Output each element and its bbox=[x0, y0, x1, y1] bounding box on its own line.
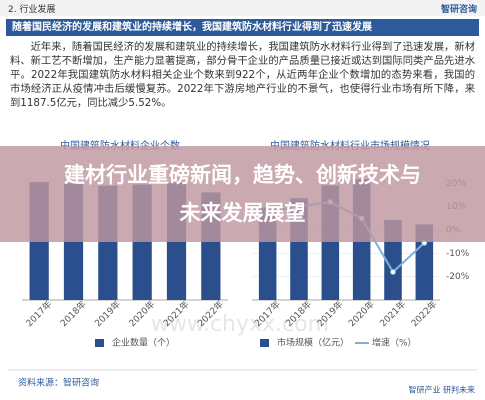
section: 2. 行业发展 bbox=[8, 5, 56, 15]
legend-swatch bbox=[95, 339, 104, 347]
bar bbox=[415, 224, 434, 300]
x-tick-label: 2022年 bbox=[408, 298, 439, 329]
logo: 智研咨询 bbox=[440, 5, 477, 15]
x-tick-label: 2018年 bbox=[58, 298, 89, 329]
x-tick-label: 2019年 bbox=[92, 298, 123, 329]
legend-label: 增速（%） bbox=[372, 337, 417, 349]
source: 资料来源：智研咨询 bbox=[18, 377, 99, 389]
brand: 智研产业 研判未来 bbox=[408, 385, 475, 395]
legend-swatch bbox=[260, 339, 269, 347]
x-tick-label: 2017年 bbox=[23, 298, 54, 329]
headline: 建材行业重磅新闻，趋势、创新技术与未来发展展望 bbox=[0, 146, 485, 242]
header: 2. 行业发展 智研咨询 bbox=[0, 0, 485, 16]
legend-label: 市场规模（亿元） bbox=[277, 337, 349, 349]
y2-tick-label: -20% bbox=[446, 272, 470, 282]
growth-point bbox=[390, 269, 396, 275]
legend-label: 企业数量（个） bbox=[112, 337, 175, 349]
x-tick-label: 2021年 bbox=[377, 298, 408, 329]
watermark: www.chyxx.com bbox=[151, 312, 329, 337]
x-tick-label: 2020年 bbox=[346, 298, 377, 329]
subheading: 随着国民经济的发展和建筑业的持续增长，我国建筑防水材料行业得到了迅速发展 bbox=[6, 19, 479, 36]
y2-tick-label: -10% bbox=[446, 249, 470, 259]
paragraph: 近年来，随着国民经济的发展和建筑业的持续增长，我国建筑防水材料行业得到了迅速发展… bbox=[10, 41, 475, 109]
